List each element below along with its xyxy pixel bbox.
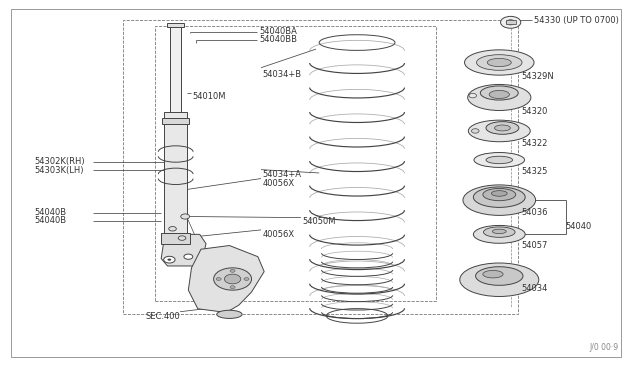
Ellipse shape (492, 229, 506, 234)
Text: 54330 (UP TO 0700): 54330 (UP TO 0700) (534, 16, 619, 25)
Text: 54050M: 54050M (302, 217, 335, 226)
Ellipse shape (465, 50, 534, 75)
Ellipse shape (474, 153, 525, 167)
Bar (164, 112, 187, 234)
Bar (170, 24, 181, 119)
Ellipse shape (492, 191, 507, 196)
Ellipse shape (476, 267, 523, 285)
Circle shape (244, 278, 249, 280)
Ellipse shape (468, 84, 531, 110)
Text: 54303K(LH): 54303K(LH) (35, 166, 84, 174)
Ellipse shape (486, 156, 513, 164)
Text: 54040B: 54040B (35, 217, 67, 225)
Circle shape (230, 269, 235, 272)
Polygon shape (161, 234, 206, 266)
Text: 54010M: 54010M (193, 92, 227, 101)
Text: 54320: 54320 (522, 107, 548, 116)
Ellipse shape (489, 90, 509, 99)
Text: 54057: 54057 (522, 241, 548, 250)
Ellipse shape (481, 86, 518, 100)
Ellipse shape (495, 125, 510, 131)
Ellipse shape (483, 270, 503, 278)
Circle shape (164, 256, 175, 263)
Circle shape (472, 129, 479, 133)
Text: 54325: 54325 (522, 167, 548, 176)
Text: 54034+B: 54034+B (262, 70, 301, 79)
Text: 54040BA: 54040BA (259, 27, 297, 36)
Circle shape (180, 214, 189, 219)
Ellipse shape (474, 225, 525, 243)
Ellipse shape (474, 187, 525, 208)
Text: J/0 00·9: J/0 00·9 (589, 343, 618, 352)
Ellipse shape (217, 310, 242, 318)
Bar (168, 23, 184, 27)
Circle shape (169, 227, 177, 231)
Circle shape (178, 236, 186, 240)
Ellipse shape (487, 58, 511, 67)
Circle shape (184, 254, 193, 259)
Bar (124, 20, 518, 314)
Bar (161, 233, 190, 244)
Polygon shape (188, 246, 264, 312)
Ellipse shape (477, 55, 522, 70)
Bar (163, 118, 189, 124)
Circle shape (500, 16, 521, 28)
Text: 54302K(RH): 54302K(RH) (35, 157, 85, 166)
Text: 54322: 54322 (522, 139, 548, 148)
Circle shape (216, 278, 221, 280)
Ellipse shape (468, 120, 531, 142)
Text: 54329N: 54329N (522, 72, 554, 81)
Ellipse shape (486, 122, 519, 134)
Text: 54040B: 54040B (35, 208, 67, 217)
Text: 54036: 54036 (522, 208, 548, 217)
Text: SEC.400: SEC.400 (145, 312, 180, 321)
Ellipse shape (460, 263, 539, 296)
Ellipse shape (483, 188, 516, 201)
Circle shape (506, 20, 515, 25)
Text: 40056X: 40056X (262, 179, 294, 188)
Ellipse shape (463, 185, 536, 215)
Text: 54034+A: 54034+A (262, 170, 301, 179)
Bar (506, 20, 516, 24)
Circle shape (230, 286, 235, 289)
Text: 54040: 54040 (566, 222, 592, 231)
Ellipse shape (483, 227, 515, 237)
Circle shape (214, 268, 252, 290)
Text: 54040BB: 54040BB (259, 35, 297, 44)
Text: 40056X: 40056X (262, 230, 294, 239)
Circle shape (469, 93, 477, 98)
Text: 54034: 54034 (522, 284, 548, 293)
Circle shape (225, 274, 241, 284)
Circle shape (168, 259, 172, 261)
Bar (155, 26, 436, 301)
